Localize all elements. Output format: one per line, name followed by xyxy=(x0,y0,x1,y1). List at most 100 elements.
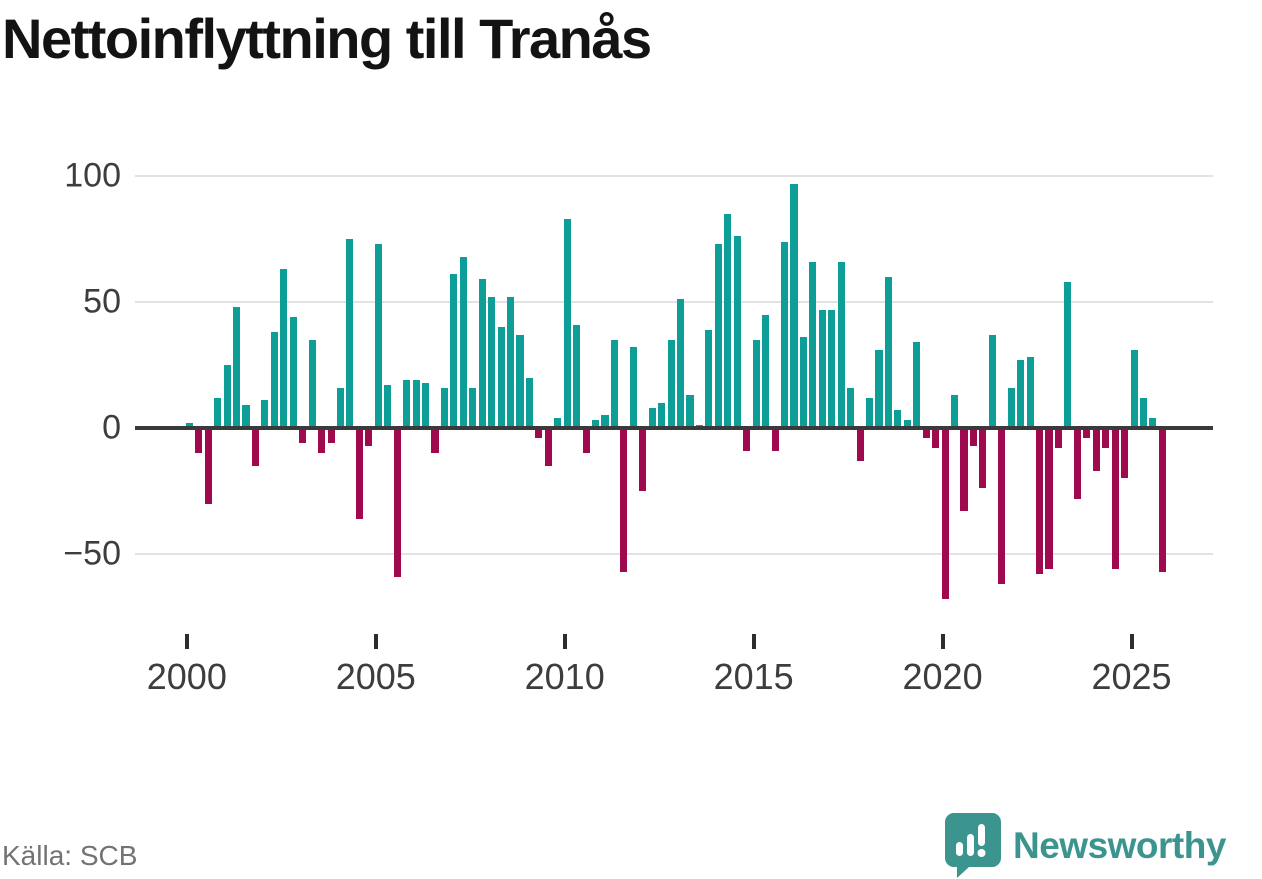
bar-2025-q2 xyxy=(1139,397,1148,428)
gridline-y-50 xyxy=(135,301,1213,303)
bar-2014-q4 xyxy=(743,428,751,451)
bar-2004-q2 xyxy=(346,239,354,428)
bar-2009-q1 xyxy=(525,377,533,428)
bar-2006-q4 xyxy=(440,387,448,428)
x-tick-2000 xyxy=(184,634,189,649)
bar-2022-q1 xyxy=(1017,359,1025,428)
x-tick-2005 xyxy=(373,634,378,649)
bar-2003-q2 xyxy=(308,339,316,428)
bar-2021-q2 xyxy=(988,334,996,428)
bar-2016-q3 xyxy=(809,261,817,428)
bar-2000-q4 xyxy=(214,397,222,428)
bar-2004-q3 xyxy=(355,428,363,519)
zero-axis-line xyxy=(135,426,1213,430)
bar-2001-q1 xyxy=(223,365,231,428)
bar-2009-q4 xyxy=(554,417,562,428)
bar-2010-q1 xyxy=(563,218,571,428)
bar-2006-q1 xyxy=(412,380,420,428)
bar-2003-q1 xyxy=(299,428,307,444)
bar-2002-q4 xyxy=(289,317,297,428)
bar-2022-q2 xyxy=(1026,357,1034,428)
bar-2000-q3 xyxy=(204,428,212,504)
bar-2003-q4 xyxy=(327,428,335,444)
x-tick-label-2010: 2010 xyxy=(524,656,605,697)
x-tick-2025 xyxy=(1129,634,1134,649)
bar-2018-q4 xyxy=(894,410,902,428)
bar-2020-q1 xyxy=(941,428,949,600)
gridline-y-100 xyxy=(135,175,1213,177)
bar-2011-q2 xyxy=(610,339,618,428)
bar-2019-q4 xyxy=(932,428,940,449)
y-tick-label--50: −50 xyxy=(63,534,121,573)
bar-2003-q3 xyxy=(318,428,326,454)
bar-2011-q1 xyxy=(601,415,609,428)
bar-2019-q3 xyxy=(922,428,930,439)
bar-2012-q3 xyxy=(658,402,666,428)
bar-2013-q1 xyxy=(677,299,685,428)
newsworthy-branding: Newsworthy xyxy=(944,812,1226,879)
bar-2007-q2 xyxy=(459,256,467,428)
bar-2007-q4 xyxy=(478,279,486,428)
bar-2023-q2 xyxy=(1064,281,1072,428)
x-tick-label-2025: 2025 xyxy=(1091,656,1172,697)
bar-2020-q4 xyxy=(969,428,977,446)
bar-2007-q1 xyxy=(450,274,458,428)
newsworthy-logo-text: Newsworthy xyxy=(1013,824,1226,866)
bar-2004-q1 xyxy=(336,387,345,428)
bar-2009-q2 xyxy=(535,428,543,439)
bar-2007-q3 xyxy=(469,387,477,428)
bar-2024-q2 xyxy=(1102,428,1110,449)
bar-2015-q2 xyxy=(762,314,770,428)
bar-2022-q4 xyxy=(1045,428,1053,570)
x-tick-label-2020: 2020 xyxy=(902,656,983,697)
bar-2021-q4 xyxy=(1007,387,1015,428)
y-tick-label-0: 0 xyxy=(102,408,121,447)
bar-2024-q1 xyxy=(1092,428,1100,471)
bar-2023-q1 xyxy=(1054,428,1063,449)
bar-2012-q2 xyxy=(648,407,656,428)
bar-2013-q2 xyxy=(686,395,694,428)
bar-2002-q1 xyxy=(261,400,269,428)
x-tick-label-2000: 2000 xyxy=(146,656,227,697)
x-tick-label-2015: 2015 xyxy=(713,656,794,697)
bar-2025-q3 xyxy=(1149,417,1157,428)
bar-2008-q3 xyxy=(506,296,515,428)
bar-2010-q2 xyxy=(573,324,581,428)
x-tick-2010 xyxy=(562,634,567,649)
bar-2025-q1 xyxy=(1130,349,1138,428)
bar-2013-q4 xyxy=(705,329,713,428)
y-tick-label-100: 100 xyxy=(64,156,121,195)
bar-2012-q1 xyxy=(639,428,647,491)
bar-2001-q2 xyxy=(233,307,241,428)
bar-2005-q1 xyxy=(374,244,382,428)
bar-2010-q3 xyxy=(582,428,590,454)
bar-2024-q4 xyxy=(1121,428,1129,479)
source-note: Källa: SCB xyxy=(2,840,138,871)
bar-2017-q3 xyxy=(847,387,855,428)
bar-2018-q1 xyxy=(865,397,874,428)
bar-2019-q2 xyxy=(913,342,921,428)
bar-2020-q3 xyxy=(960,428,968,512)
bar-2001-q4 xyxy=(251,428,260,466)
bar-2005-q4 xyxy=(403,380,411,428)
y-tick-label-50: 50 xyxy=(83,282,121,321)
bar-2002-q2 xyxy=(270,332,278,428)
bar-2006-q2 xyxy=(421,382,430,428)
bar-2015-q1 xyxy=(752,339,760,428)
bar-2014-q1 xyxy=(714,244,722,428)
x-tick-label-2005: 2005 xyxy=(335,656,416,697)
x-tick-2015 xyxy=(751,634,756,649)
newsworthy-logo-icon xyxy=(945,813,1001,878)
bar-2021-q1 xyxy=(979,428,987,489)
bar-2000-q1 xyxy=(185,422,193,428)
bar-2010-q4 xyxy=(592,420,600,428)
bar-2020-q2 xyxy=(951,395,959,428)
bar-2008-q2 xyxy=(497,327,505,428)
gridline-y--50 xyxy=(135,553,1213,555)
bar-2023-q3 xyxy=(1073,428,1081,499)
bar-2016-q1 xyxy=(790,183,798,428)
bar-2014-q2 xyxy=(724,213,732,428)
bar-2018-q3 xyxy=(884,276,892,428)
bar-2001-q3 xyxy=(242,405,250,428)
